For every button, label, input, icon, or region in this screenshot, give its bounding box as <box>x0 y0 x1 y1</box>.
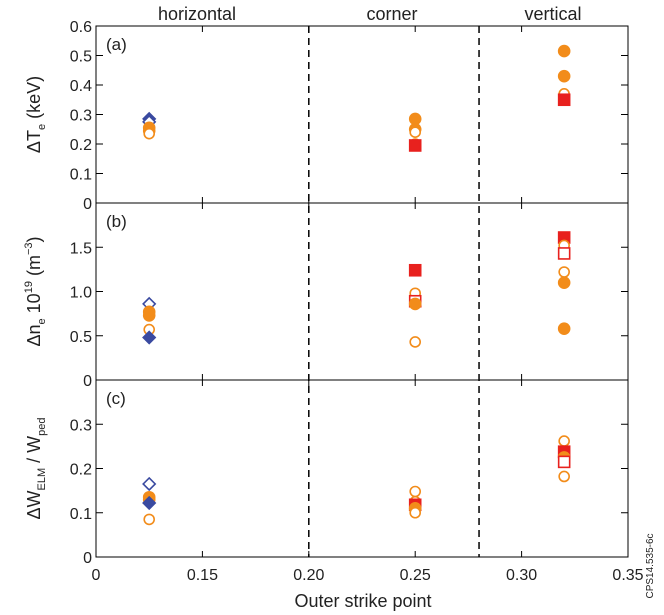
y-tick-label: 0 <box>83 196 92 213</box>
panel-frame <box>95 202 629 381</box>
y-tick-label: 1.5 <box>70 240 92 257</box>
y-axis-label: ΔTe (keV) <box>24 76 48 153</box>
y-axis-label: Δne 1019 (m−3) <box>23 237 48 347</box>
y-tick-label: 0.1 <box>70 167 92 184</box>
panel-label: (b) <box>106 212 127 231</box>
y-tick-label: 0.3 <box>70 417 92 434</box>
x-axis-label: Outer strike point <box>294 591 431 611</box>
y-tick-label: 0.6 <box>70 19 92 36</box>
x-tick-label: 0.15 <box>187 567 218 584</box>
panel-label: (c) <box>106 389 126 408</box>
region-label-vertical: vertical <box>524 4 581 24</box>
square-marker-filled <box>408 139 422 152</box>
y-tick-label: 0.5 <box>70 49 92 66</box>
panel-frame <box>95 379 629 558</box>
circle-marker-open <box>558 266 570 278</box>
panel-frame <box>95 25 629 204</box>
circle-marker-filled <box>142 309 156 322</box>
y-tick-label: 0.3 <box>70 108 92 125</box>
diamond-marker-open <box>142 476 157 492</box>
circle-marker-open <box>143 513 155 526</box>
square-marker-filled <box>557 93 571 107</box>
figure-id-label: CPS14.535-6c <box>645 533 656 598</box>
panel-label: (a) <box>106 35 127 54</box>
y-tick-label: 0.1 <box>70 506 92 523</box>
square-marker-filled <box>408 263 422 277</box>
x-tick-labels: 0 0.15 0.20 0.25 0.30 0.35 <box>92 567 644 584</box>
circle-marker-open <box>558 435 570 447</box>
x-tick-label: 0.20 <box>293 567 324 584</box>
y-tick-label: 0 <box>83 373 92 390</box>
y-tick-label: 0.4 <box>70 78 92 95</box>
y-axis-label: ΔWELM / Wped <box>24 418 48 520</box>
circle-marker-filled <box>557 44 571 58</box>
square-marker-open <box>557 247 571 260</box>
panel-b: 0 0.5 1.0 1.5 (b) Δne 1019 (m−3) <box>23 202 629 390</box>
panel-a: 0 0.1 0.2 0.3 0.4 0.5 0.6 (a) ΔTe (keV) <box>24 19 629 213</box>
diamond-marker-filled <box>142 330 157 345</box>
x-tick-label: 0.25 <box>400 567 431 584</box>
circle-marker-filled <box>557 69 571 83</box>
x-tick-label: 0.35 <box>612 567 643 584</box>
region-label-horizontal: horizontal <box>158 4 236 24</box>
y-tick-label: 0.5 <box>70 329 92 346</box>
panels-layer: 0 0.1 0.2 0.3 0.4 0.5 0.6 (a) ΔTe (keV) 0 0.5 1.0 1.… <box>23 19 629 567</box>
region-label-corner: corner <box>366 4 417 24</box>
x-tick-label: 0.30 <box>506 567 537 584</box>
y-tick-label: 0.2 <box>70 137 92 154</box>
circle-marker-open <box>409 506 422 519</box>
circle-marker-open <box>409 126 422 138</box>
circle-marker-open <box>558 470 570 483</box>
circle-marker-filled <box>408 297 422 311</box>
circle-marker-open <box>409 485 422 498</box>
y-tick-label: 0.2 <box>70 462 92 479</box>
y-tick-label: 0 <box>83 550 92 567</box>
divider-layer <box>308 26 480 557</box>
diamond-marker-filled <box>142 495 157 511</box>
panel-c: 0 0.1 0.2 0.3 (c) ΔWELM / Wped <box>24 379 629 567</box>
square-marker-open <box>557 455 571 469</box>
x-tick-label: 0 <box>92 567 101 584</box>
circle-marker-open <box>143 127 155 140</box>
circle-marker-open <box>409 336 422 348</box>
y-tick-label: 1.0 <box>70 285 92 302</box>
circle-marker-filled <box>557 276 571 289</box>
circle-marker-filled <box>557 322 571 335</box>
circle-marker-filled <box>408 112 422 126</box>
